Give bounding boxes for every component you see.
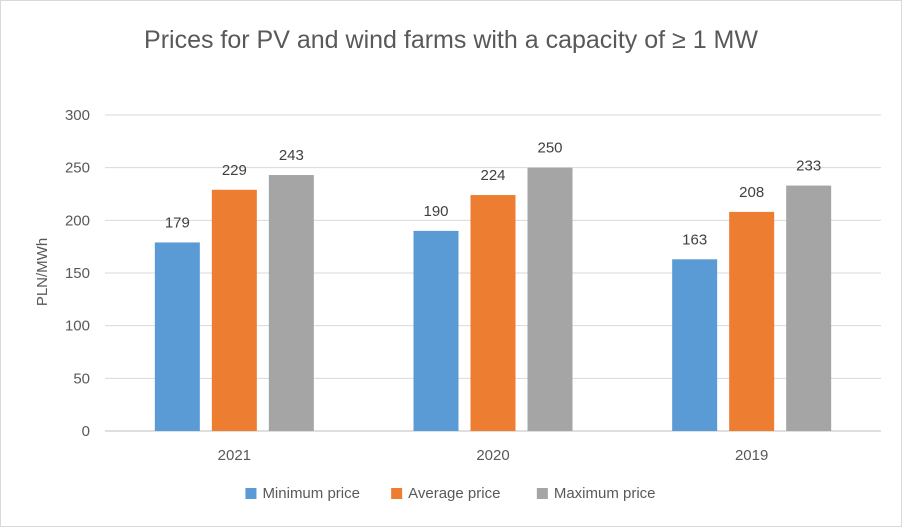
bar bbox=[268, 175, 314, 431]
data-label: 229 bbox=[222, 162, 247, 179]
legend-swatch bbox=[245, 488, 257, 499]
legend: Minimum price Average price Maximum price bbox=[245, 485, 656, 502]
bar bbox=[786, 185, 832, 431]
bar bbox=[154, 242, 200, 431]
legend-swatch bbox=[391, 488, 403, 499]
bar bbox=[729, 211, 775, 431]
legend-label: Minimum price bbox=[262, 485, 360, 502]
legend-label: Maximum price bbox=[554, 485, 656, 502]
y-tick-label: 150 bbox=[65, 265, 90, 282]
data-label: 163 bbox=[682, 231, 707, 248]
data-label: 208 bbox=[739, 184, 764, 201]
y-tick-label: 50 bbox=[73, 370, 90, 387]
data-label: 224 bbox=[480, 167, 505, 184]
chart-title: Prices for PV and wind farms with a capa… bbox=[144, 26, 758, 54]
data-label: 179 bbox=[165, 214, 190, 231]
x-axis-ticks: 2021 2020 2019 bbox=[218, 447, 769, 464]
data-label: 243 bbox=[279, 147, 304, 164]
y-tick-label: 0 bbox=[82, 423, 90, 440]
bar bbox=[672, 259, 718, 431]
y-tick-label: 250 bbox=[65, 160, 90, 177]
data-label: 190 bbox=[423, 203, 448, 220]
y-axis-label: PLN/MWh bbox=[34, 238, 51, 306]
x-tick-label: 2019 bbox=[735, 447, 768, 464]
bar bbox=[211, 189, 257, 431]
y-tick-label: 300 bbox=[65, 107, 90, 124]
bar bbox=[413, 230, 459, 431]
y-tick-label: 100 bbox=[65, 318, 90, 335]
bar bbox=[470, 195, 516, 431]
x-tick-label: 2021 bbox=[218, 447, 251, 464]
legend-label: Average price bbox=[408, 485, 500, 502]
data-label: 250 bbox=[537, 140, 562, 157]
bars: 179 229 243 190 224 250 163 208 233 bbox=[154, 140, 832, 431]
bar bbox=[527, 167, 573, 431]
data-label: 233 bbox=[796, 158, 821, 175]
legend-swatch bbox=[536, 488, 548, 499]
y-tick-label: 200 bbox=[65, 212, 90, 229]
x-tick-label: 2020 bbox=[476, 447, 509, 464]
y-axis-ticks: 0 50 100 150 200 250 300 bbox=[65, 107, 90, 440]
